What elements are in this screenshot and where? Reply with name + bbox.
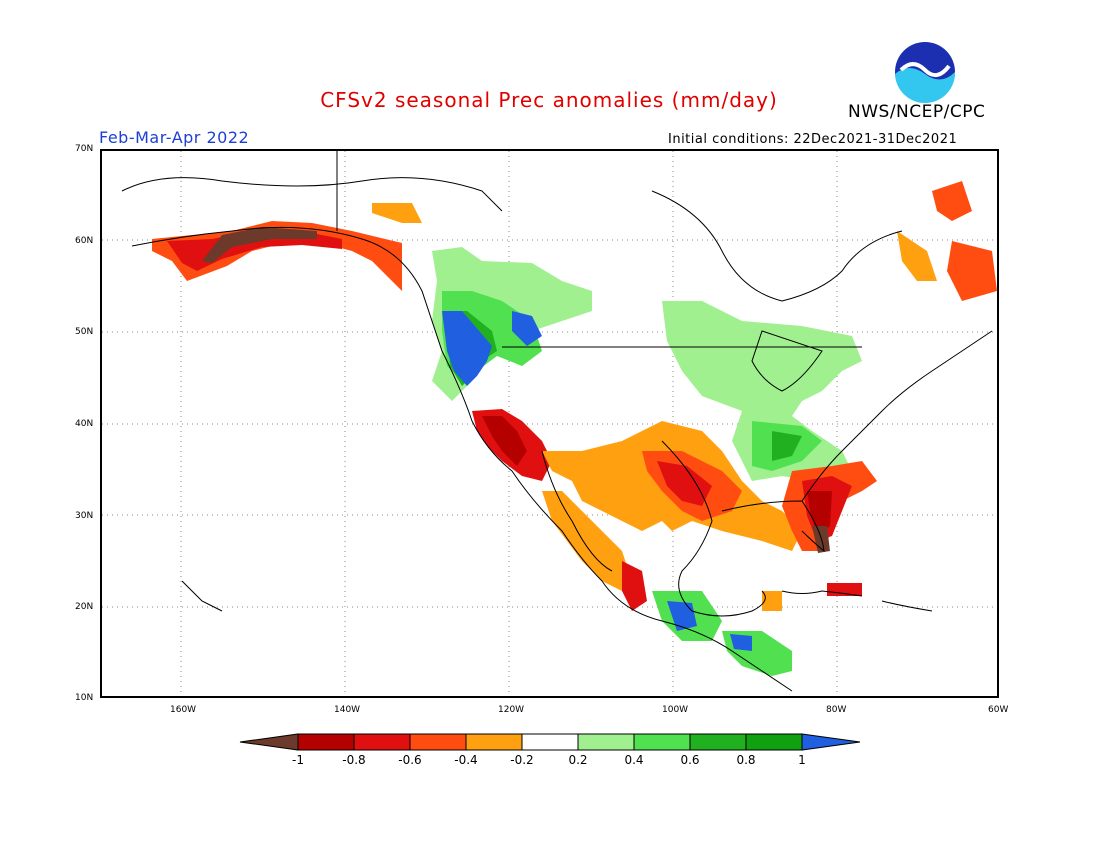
anomaly-shading: [152, 181, 997, 676]
colorbar-label: -1: [292, 753, 304, 767]
colorbar-cell: [633, 733, 691, 751]
coastlines: [121, 151, 993, 692]
lat-label-60n: 60N: [75, 236, 94, 246]
lat-label-50n: 50N: [75, 327, 94, 337]
lat-label-70n: 70N: [75, 144, 94, 154]
map-title: CFSv2 seasonal Prec anomalies (mm/day): [320, 88, 778, 112]
lon-label-160w: 160W: [170, 705, 197, 715]
colorbar-labels: -1 -0.8 -0.6 -0.4 -0.2 0.2 0.4 0.6 0.8 1: [292, 753, 806, 767]
colorbar-cell: [353, 733, 411, 751]
colorbar-cell: [689, 733, 747, 751]
noaa-logo: [895, 42, 956, 104]
colorbar-cell: [521, 733, 579, 751]
colorbar-label: -0.2: [510, 753, 533, 767]
anomaly-map: [102, 151, 997, 696]
colorbar: -1 -0.8 -0.6 -0.4 -0.2 0.2 0.4 0.6 0.8 1: [239, 733, 861, 767]
season-label: Feb-Mar-Apr 2022: [99, 128, 250, 147]
colorbar-cells: [239, 733, 861, 751]
colorbar-label: 0.2: [568, 753, 587, 767]
agency-label: NWS/NCEP/CPC: [848, 102, 986, 122]
colorbar-label: 1: [798, 753, 806, 767]
lat-label-30n: 30N: [75, 511, 94, 521]
colorbar-cell: [577, 733, 635, 751]
colorbar-cell: [801, 733, 861, 751]
lat-label-40n: 40N: [75, 419, 94, 429]
lat-label-20n: 20N: [75, 602, 94, 612]
colorbar-label: -0.4: [454, 753, 477, 767]
colorbar-label: 0.6: [680, 753, 699, 767]
colorbar-cell: [239, 733, 299, 751]
lon-label-120w: 120W: [498, 705, 525, 715]
colorbar-label: 0.8: [736, 753, 755, 767]
lon-label-140w: 140W: [334, 705, 361, 715]
lon-label-100w: 100W: [662, 705, 689, 715]
map-frame: [100, 149, 999, 698]
colorbar-label: -0.6: [398, 753, 421, 767]
colorbar-cell: [745, 733, 803, 751]
colorbar-cell: [409, 733, 467, 751]
colorbar-label: 0.4: [624, 753, 643, 767]
initial-conditions-label: Initial conditions: 22Dec2021-31Dec2021: [668, 132, 958, 147]
colorbar-label: -0.8: [342, 753, 365, 767]
lon-label-60w: 60W: [988, 705, 1009, 715]
colorbar-cell: [465, 733, 523, 751]
lat-label-10n: 10N: [75, 693, 94, 703]
lon-label-80w: 80W: [826, 705, 847, 715]
colorbar-cell: [297, 733, 355, 751]
